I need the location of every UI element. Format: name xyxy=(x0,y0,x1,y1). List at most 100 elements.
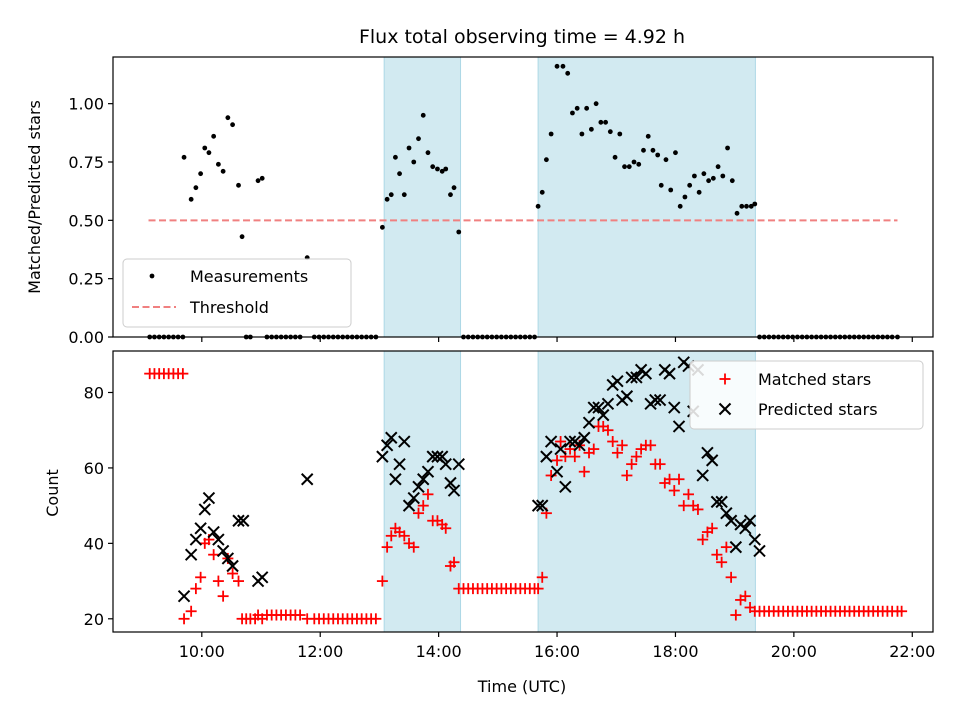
matched-star-point xyxy=(185,605,197,617)
predicted-star-point xyxy=(753,544,766,558)
matched-star-point xyxy=(621,469,633,481)
count-y-tick-label: 60 xyxy=(84,459,104,478)
measurement-point xyxy=(673,150,678,156)
matched-star-point xyxy=(697,534,709,546)
matched-star-point xyxy=(896,605,908,617)
ratio-shaded-interval-2 xyxy=(537,56,756,338)
legend-predicted-label: Predicted stars xyxy=(758,400,878,419)
measurement-point xyxy=(729,178,735,184)
predicted-star-point xyxy=(536,499,549,512)
measurement-point xyxy=(211,133,217,139)
predicted-star-point xyxy=(412,480,425,493)
measurement-point xyxy=(655,152,661,158)
measurement-point xyxy=(202,145,208,151)
predicted-star-point xyxy=(724,514,738,527)
predicted-star-point xyxy=(212,533,225,546)
measurement-point xyxy=(734,210,740,216)
measurement-point xyxy=(416,136,421,142)
predicted-star-point xyxy=(189,533,203,546)
predicted-star-point xyxy=(739,522,752,535)
predicted-star-point xyxy=(578,431,591,444)
matched-star-point xyxy=(569,451,581,463)
x-tick-label: 20:00 xyxy=(771,642,817,661)
matched-star-point xyxy=(381,541,393,553)
measurement-point xyxy=(631,159,637,165)
matched-star-point xyxy=(626,458,638,470)
predicted-star-point xyxy=(402,499,416,512)
measurement-point xyxy=(658,182,664,188)
top-y-axis-label: Matched/Predicted stars xyxy=(25,100,44,294)
measurement-point xyxy=(193,185,199,191)
matched-star-point xyxy=(692,503,704,515)
matched-star-point xyxy=(195,571,207,583)
predicted-star-point xyxy=(748,533,761,546)
measurement-point xyxy=(420,112,426,118)
predicted-star-point xyxy=(540,450,553,463)
matched-star-point xyxy=(654,458,666,470)
measurement-point xyxy=(650,147,656,153)
measurement-point xyxy=(682,194,688,200)
predicted-star-point xyxy=(202,491,216,505)
legend-measurements-marker xyxy=(149,273,155,279)
predicted-star-point xyxy=(531,499,545,512)
predicted-star-point xyxy=(393,457,406,471)
matched-star-point xyxy=(716,556,728,568)
measurement-point xyxy=(752,201,758,207)
predicted-star-point xyxy=(630,371,643,384)
ratio-y-tick-label: 0.00 xyxy=(68,328,104,347)
x-tick-label: 16:00 xyxy=(534,642,580,661)
predicted-star-point xyxy=(300,473,314,486)
matched-star-point xyxy=(668,485,680,497)
predicted-star-point xyxy=(672,420,686,433)
count-legend: Matched stars Predicted stars xyxy=(689,360,924,430)
matched-star-point xyxy=(422,488,434,500)
matched-star-point xyxy=(588,443,600,455)
measurement-point xyxy=(554,63,560,69)
measurement-point xyxy=(198,171,204,177)
legend-threshold-label: Threshold xyxy=(189,298,269,317)
measurement-point xyxy=(725,145,730,151)
measurement-point xyxy=(548,131,554,137)
predicted-star-point xyxy=(554,442,567,456)
matched-star-point xyxy=(208,549,220,561)
measurement-point xyxy=(617,131,623,137)
predicted-star-point xyxy=(237,514,250,527)
legend-matched-marker xyxy=(719,373,731,385)
predicted-star-point xyxy=(582,416,596,429)
ratio-shaded-interval-1 xyxy=(383,56,462,338)
predicted-star-point xyxy=(177,589,191,603)
predicted-star-point xyxy=(573,439,586,452)
measurement-point xyxy=(710,175,716,181)
matched-star-point xyxy=(448,556,460,568)
matched-star-point xyxy=(370,613,382,625)
count-axes-frame xyxy=(112,350,934,633)
matched-star-point xyxy=(217,590,229,602)
measurement-point xyxy=(739,203,745,209)
predicted-star-point xyxy=(376,450,389,463)
matched-star-point xyxy=(440,522,452,534)
measurement-point xyxy=(236,182,241,188)
matched-star-point xyxy=(536,571,548,583)
measurement-point xyxy=(230,122,235,128)
matched-star-point xyxy=(711,549,723,561)
predicted-star-point xyxy=(398,435,411,448)
ratio-y-tick-label: 0.25 xyxy=(68,270,104,289)
predicted-star-point xyxy=(592,401,605,414)
matched-star-point xyxy=(673,473,685,485)
predicted-star-point xyxy=(417,473,430,486)
measurement-point xyxy=(645,133,651,139)
predicted-star-point xyxy=(705,454,719,467)
measurement-point xyxy=(401,192,407,198)
predicted-star-point xyxy=(207,525,220,539)
predicted-star-point xyxy=(385,431,398,444)
measurement-point xyxy=(692,173,697,179)
matched-star-point xyxy=(212,575,224,587)
predicted-star-point xyxy=(226,559,239,573)
predicted-star-point xyxy=(407,491,420,505)
matched-star-point xyxy=(190,583,202,595)
predicted-star-point xyxy=(255,571,269,584)
predicted-star-point xyxy=(696,469,709,482)
predicted-star-point xyxy=(587,401,600,414)
predicted-star-point xyxy=(198,503,211,516)
